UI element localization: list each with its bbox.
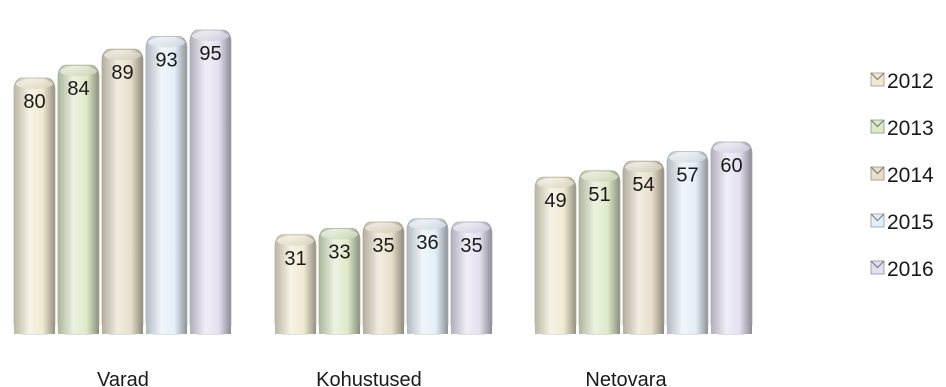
legend-swatch-mark <box>870 119 885 128</box>
legend-item-2014: 2014 <box>870 164 934 187</box>
bar-base <box>623 323 664 334</box>
bar-base <box>535 323 576 334</box>
category-label-varad: Varad <box>97 369 149 387</box>
legend-item-2016: 2016 <box>870 258 934 281</box>
bar-cap <box>669 152 706 163</box>
bar-cap <box>321 229 358 240</box>
bar-cap <box>409 219 446 230</box>
bar-kohustused-2012 <box>274 234 317 335</box>
bar-base <box>451 323 492 334</box>
bar-cap <box>625 162 662 173</box>
bar-netovara-2012 <box>534 176 577 335</box>
legend-label: 2016 <box>887 258 934 281</box>
legend-swatch-mark <box>870 213 885 222</box>
bar-cap <box>104 50 141 61</box>
bar-netovara-2013 <box>578 170 621 335</box>
legend-swatch-mark <box>870 166 885 175</box>
bar-cap <box>713 143 750 153</box>
bar-netovara-2015 <box>666 151 709 335</box>
value-label: 51 <box>588 184 610 206</box>
value-label: 84 <box>67 78 89 100</box>
bar-varad-2012 <box>13 77 56 335</box>
bar-cap <box>192 31 229 41</box>
legend-label: 2012 <box>887 70 934 93</box>
bar-varad-2013 <box>57 64 100 335</box>
value-label: 35 <box>460 235 482 257</box>
bar-base <box>102 323 143 334</box>
bar-cap <box>148 37 185 48</box>
bar-cap <box>365 223 402 233</box>
legend-item-2012: 2012 <box>870 70 934 93</box>
bar-body <box>13 77 56 335</box>
bar-cap <box>277 235 314 246</box>
bar-base <box>58 323 99 334</box>
bar-kohustused-2013 <box>318 227 361 335</box>
bar-body <box>189 29 232 335</box>
bar-varad-2014 <box>101 48 144 335</box>
value-label: 31 <box>284 248 306 270</box>
bar-base <box>363 323 404 334</box>
bar-netovara-2016 <box>710 141 753 335</box>
category-label-netovara: Netovara <box>585 369 667 387</box>
bar-cap <box>60 66 97 77</box>
bar-cap <box>581 171 618 182</box>
value-label: 54 <box>632 174 654 196</box>
bar-base <box>190 323 231 334</box>
bars-group <box>13 29 753 335</box>
bar-base <box>275 323 316 334</box>
value-label: 80 <box>23 91 45 113</box>
value-label: 60 <box>720 155 742 177</box>
bar-cap <box>453 223 490 233</box>
value-label: 57 <box>676 165 698 187</box>
value-label: 95 <box>199 43 221 65</box>
category-label-kohustused: Kohustused <box>316 369 422 387</box>
bar-varad-2015 <box>145 36 188 335</box>
value-label: 33 <box>328 241 350 263</box>
bar-varad-2016 <box>189 29 232 335</box>
legend-swatch-mark <box>870 72 885 81</box>
legend-swatch-mark <box>870 260 885 269</box>
value-label: 36 <box>416 232 438 254</box>
value-labels-group: 80 84 89 93 95 31 33 35 36 35 49 51 54 57 60 <box>23 43 742 270</box>
bar-kohustused-2015 <box>406 218 449 335</box>
value-label: 49 <box>544 190 566 212</box>
bar-base <box>711 323 752 334</box>
bar-kohustused-2016 <box>450 221 493 335</box>
legend-label: 2015 <box>887 211 934 234</box>
bar-body <box>101 48 144 335</box>
value-label: 89 <box>111 62 133 84</box>
legend: 2012 2013 2014 2015 2016 <box>870 70 934 281</box>
bar-body <box>57 64 100 335</box>
bar-cap <box>537 178 574 189</box>
bar-kohustused-2014 <box>362 221 405 335</box>
bar-base <box>407 323 448 334</box>
value-label: 35 <box>372 235 394 257</box>
bar-base <box>14 323 55 334</box>
category-labels-group: Varad Kohustused Netovara <box>97 369 667 387</box>
legend-label: 2014 <box>887 164 934 187</box>
bar-cap <box>16 79 53 89</box>
legend-item-2015: 2015 <box>870 211 934 234</box>
bar-netovara-2014 <box>622 160 665 335</box>
legend-label: 2013 <box>887 117 934 140</box>
bar-base <box>146 323 187 334</box>
bar-base <box>667 323 708 334</box>
bar-base <box>319 323 360 334</box>
legend-item-2013: 2013 <box>870 117 934 140</box>
value-label: 93 <box>155 49 177 71</box>
bar-body <box>145 36 188 335</box>
bar-base <box>579 323 620 334</box>
